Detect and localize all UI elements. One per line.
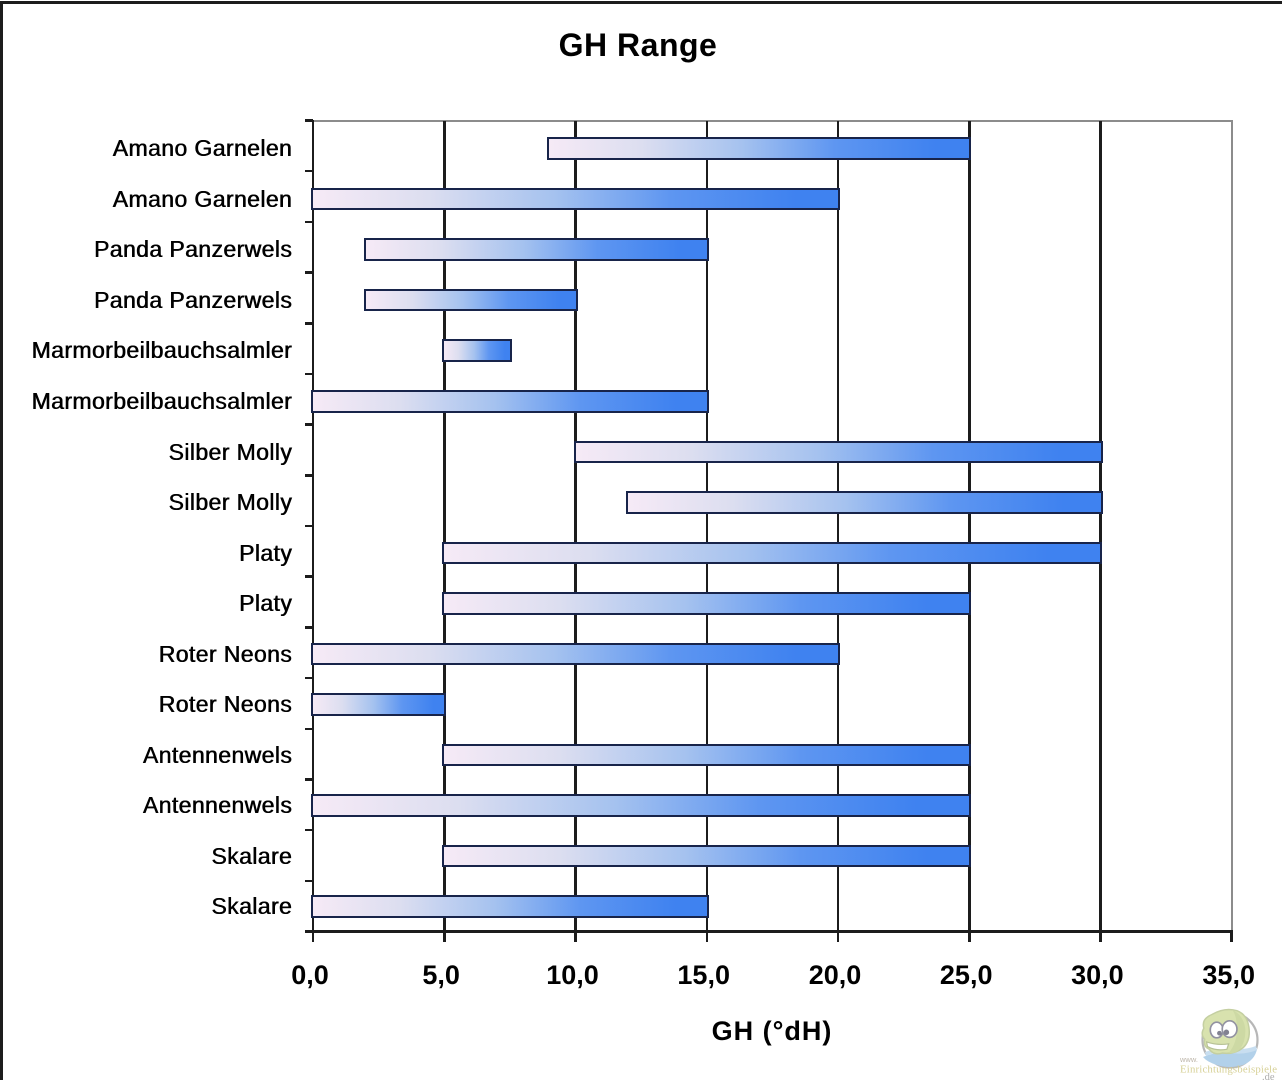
svg-text:.de: .de <box>1262 1072 1275 1080</box>
svg-text:www.: www. <box>1179 1055 1198 1064</box>
svg-text:Einrichtungsbeispiele: Einrichtungsbeispiele <box>1180 1064 1277 1076</box>
